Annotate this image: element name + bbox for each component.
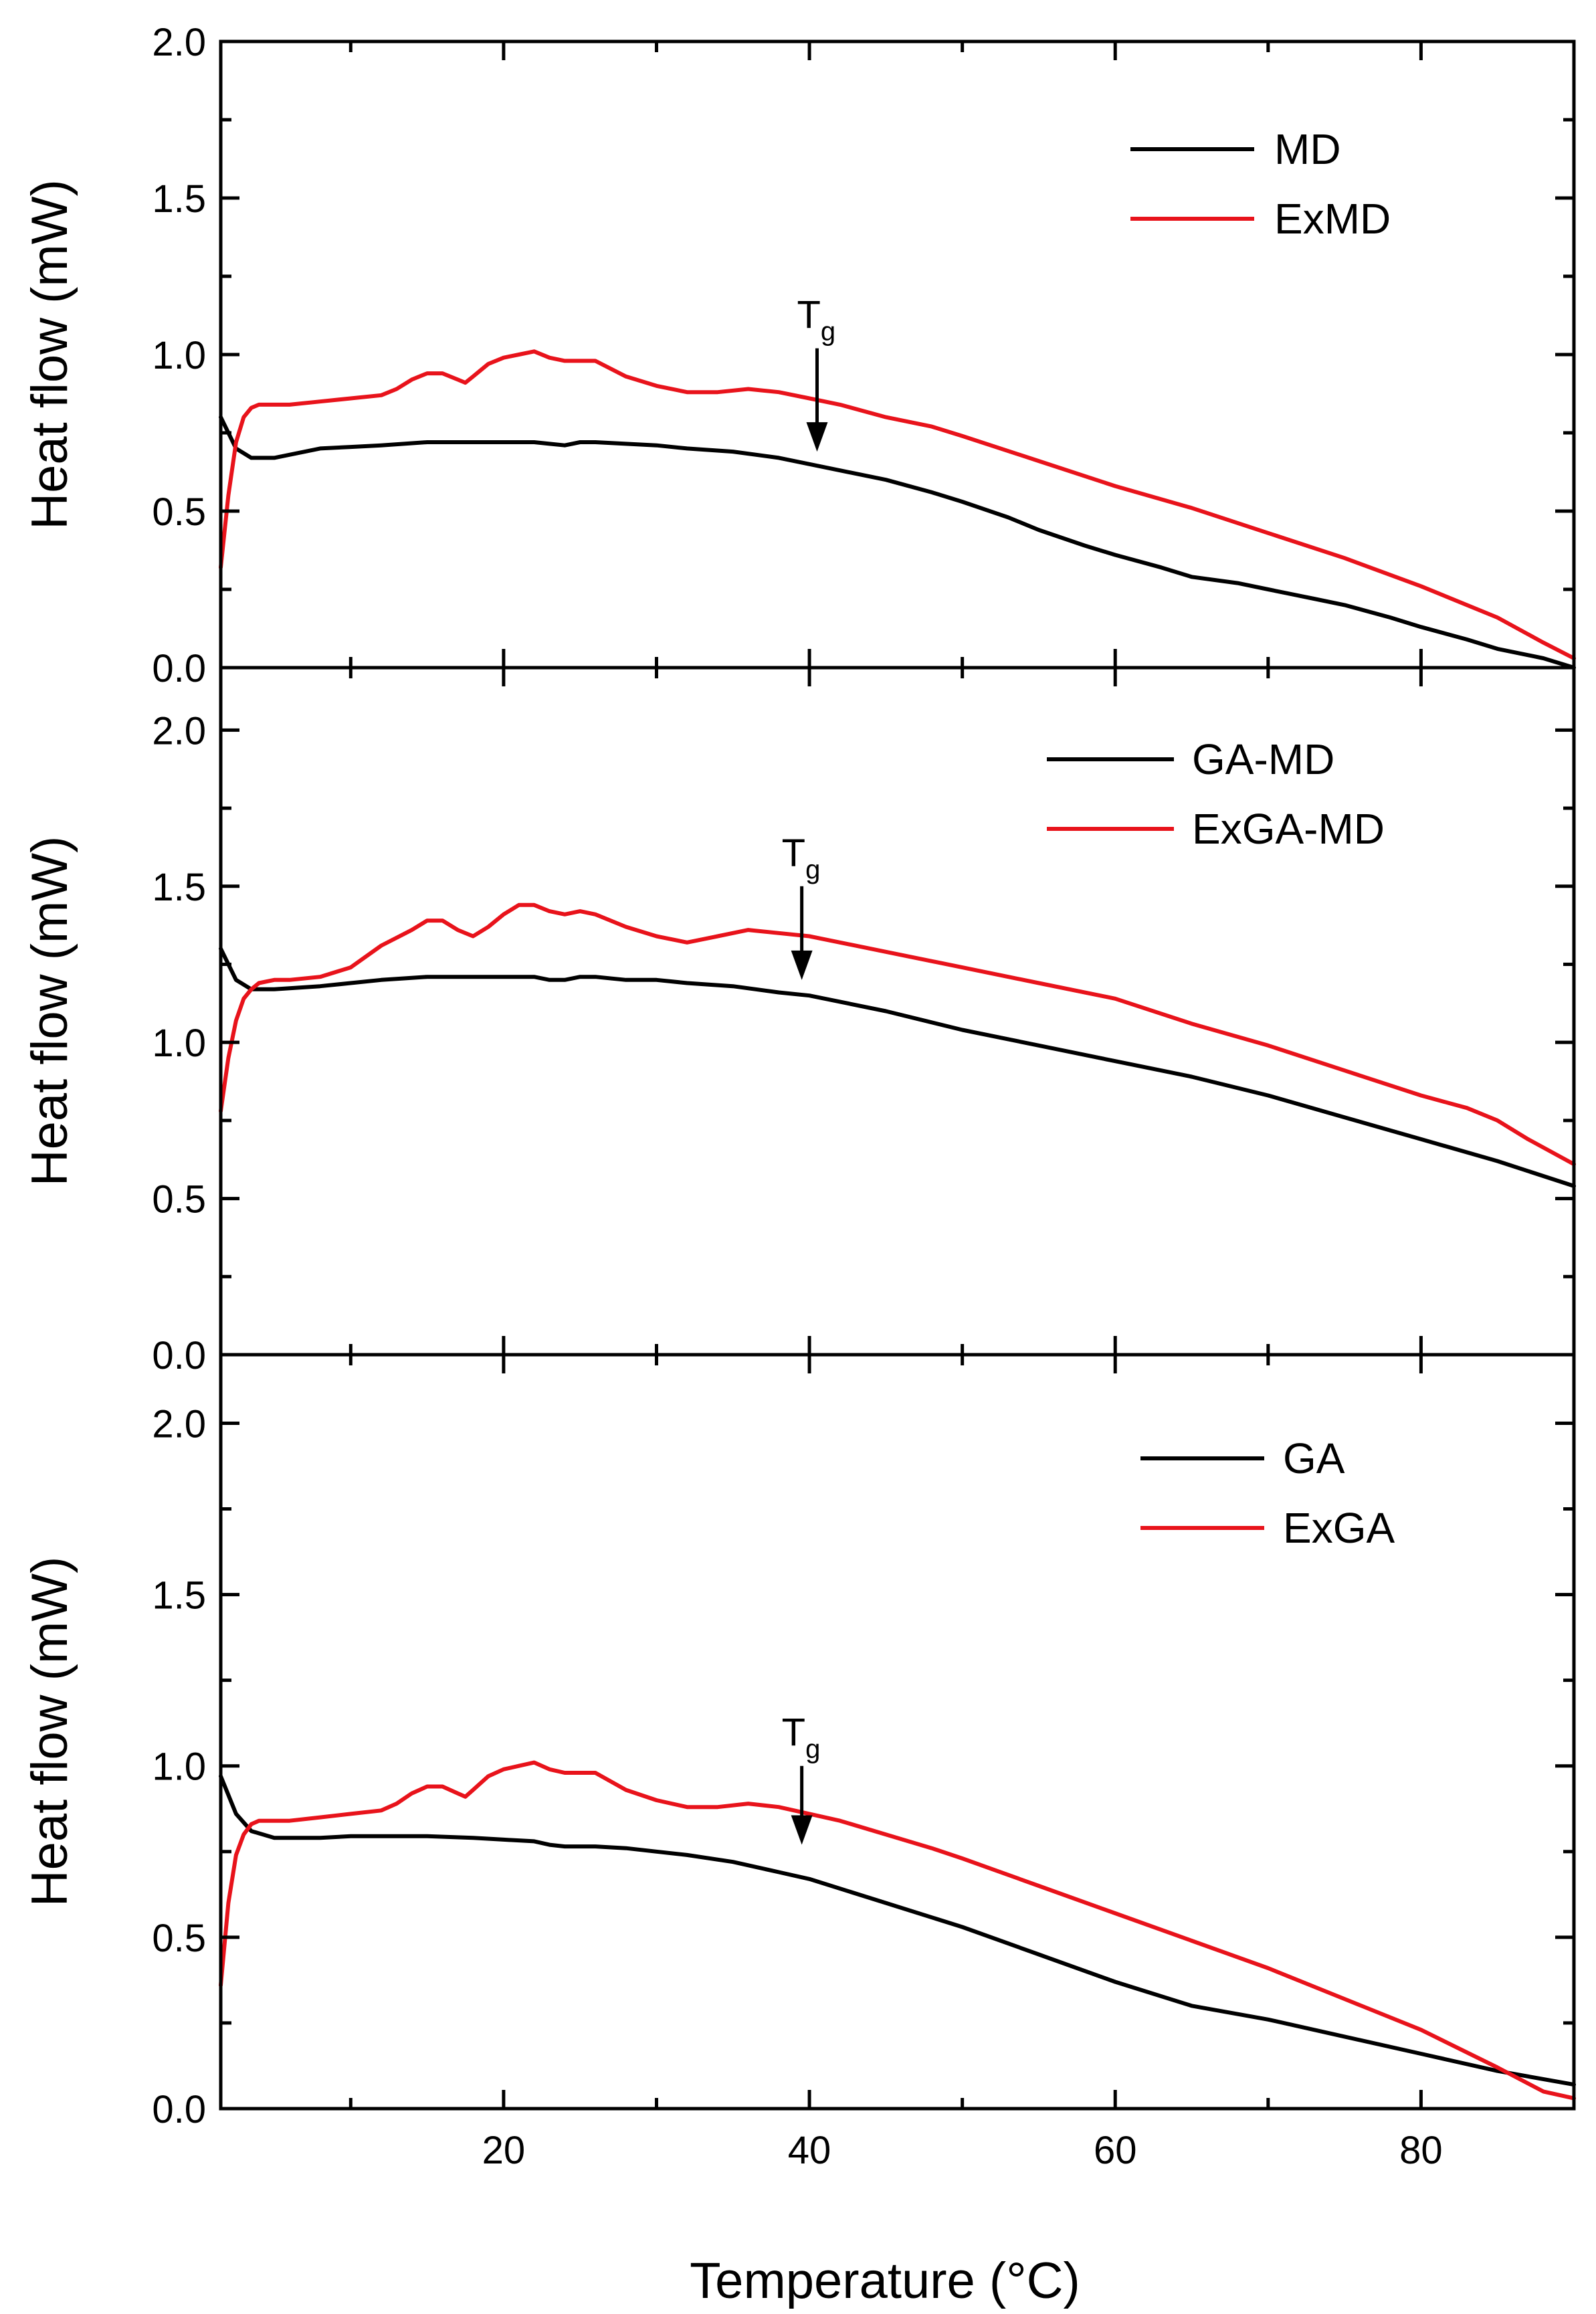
x-axis-title: Temperature (°C) [690, 2252, 1080, 2309]
y-tick-label: 0.0 [152, 2088, 206, 2131]
legend-label-ga: GA [1283, 1434, 1345, 1482]
y-tick-label: 1.0 [152, 1745, 206, 1789]
series-line-ga [219, 1774, 1576, 2087]
y-tick-label: 1.5 [152, 866, 206, 909]
y-tick-label: 0.0 [152, 647, 206, 690]
tg-subscript-text: g [821, 317, 835, 347]
x-tick-label: 20 [482, 2129, 526, 2172]
tg-main-text: T [782, 832, 805, 875]
y-tick-label: 1.0 [152, 1022, 206, 1065]
y-tick-label: 1.5 [152, 177, 206, 221]
series-line-exmd [219, 349, 1576, 660]
y-tick-label: 2.0 [152, 709, 206, 753]
tg-main-text: T [797, 294, 820, 337]
panel-top: 0.0 0.5 1.0 1.5 2.0 Heat flow (mW) MD ExMD Tg [21, 21, 1576, 690]
x-tick-label: 80 [1399, 2129, 1443, 2172]
tg-annotation-label: Tg [782, 832, 821, 884]
series-line-md [219, 415, 1576, 670]
legend-label-md: MD [1274, 125, 1341, 173]
y-tick-label: 1.5 [152, 1574, 206, 1618]
x-tick-label: 40 [788, 2129, 831, 2172]
tg-arrow-head [791, 950, 813, 980]
y-tick-label: 1.0 [152, 334, 206, 377]
tg-arrow-head [791, 1815, 813, 1845]
series-line-ga-md [219, 947, 1576, 1188]
panel-middle: 0.0 0.5 1.0 1.5 2.0 Heat flow (mW) GA-MD ExGA-M… [21, 666, 1576, 1377]
tg-annotation-label: Tg [797, 294, 835, 347]
y-tick-label: 2.0 [152, 1402, 206, 1446]
series-line-exga-md [219, 902, 1576, 1167]
y-tick-label: 0.0 [152, 1334, 206, 1377]
legend-label-exga-md: ExGA-MD [1192, 805, 1385, 853]
tg-annotation-label: Tg [782, 1711, 821, 1764]
legend-label-ga-md: GA-MD [1192, 735, 1334, 783]
y-tick-label: 0.5 [152, 1917, 206, 1960]
tg-subscript-text: g [805, 855, 820, 884]
x-tick-label: 60 [1094, 2129, 1137, 2172]
legend-label-exmd: ExMD [1274, 195, 1391, 243]
y-axis-title: Heat flow (mW) [21, 836, 78, 1187]
y-axis-title: Heat flow (mW) [21, 1557, 78, 1907]
tg-main-text: T [782, 1711, 805, 1755]
tg-subscript-text: g [805, 1735, 820, 1764]
series-line-exga [219, 1760, 1576, 2101]
tg-arrow-head [806, 422, 828, 452]
y-tick-label: 2.0 [152, 21, 206, 64]
y-tick-label: 0.5 [152, 490, 206, 534]
panel-bottom: 0.0 0.5 1.0 1.5 2.0 20 40 60 80 Heat flow (mW) GA E… [21, 1353, 1576, 2172]
plot-frame-bottom [219, 1353, 1576, 2111]
y-tick-label: 0.5 [152, 1178, 206, 1222]
legend-label-exga: ExGA [1283, 1504, 1395, 1552]
y-axis-title: Heat flow (mW) [21, 179, 78, 530]
